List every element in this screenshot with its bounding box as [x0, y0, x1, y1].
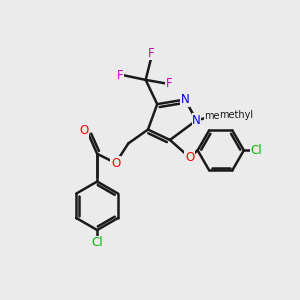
Text: Cl: Cl — [91, 236, 103, 249]
Text: Cl: Cl — [251, 144, 262, 157]
Text: F: F — [117, 69, 124, 82]
Text: F: F — [148, 47, 155, 60]
Text: methyl: methyl — [219, 110, 253, 120]
Text: O: O — [79, 124, 88, 137]
Text: O: O — [111, 157, 120, 169]
Text: methyl: methyl — [204, 111, 238, 121]
Text: F: F — [166, 77, 172, 90]
Text: N: N — [181, 93, 189, 106]
Text: N: N — [192, 114, 201, 127]
Text: O: O — [185, 151, 194, 164]
